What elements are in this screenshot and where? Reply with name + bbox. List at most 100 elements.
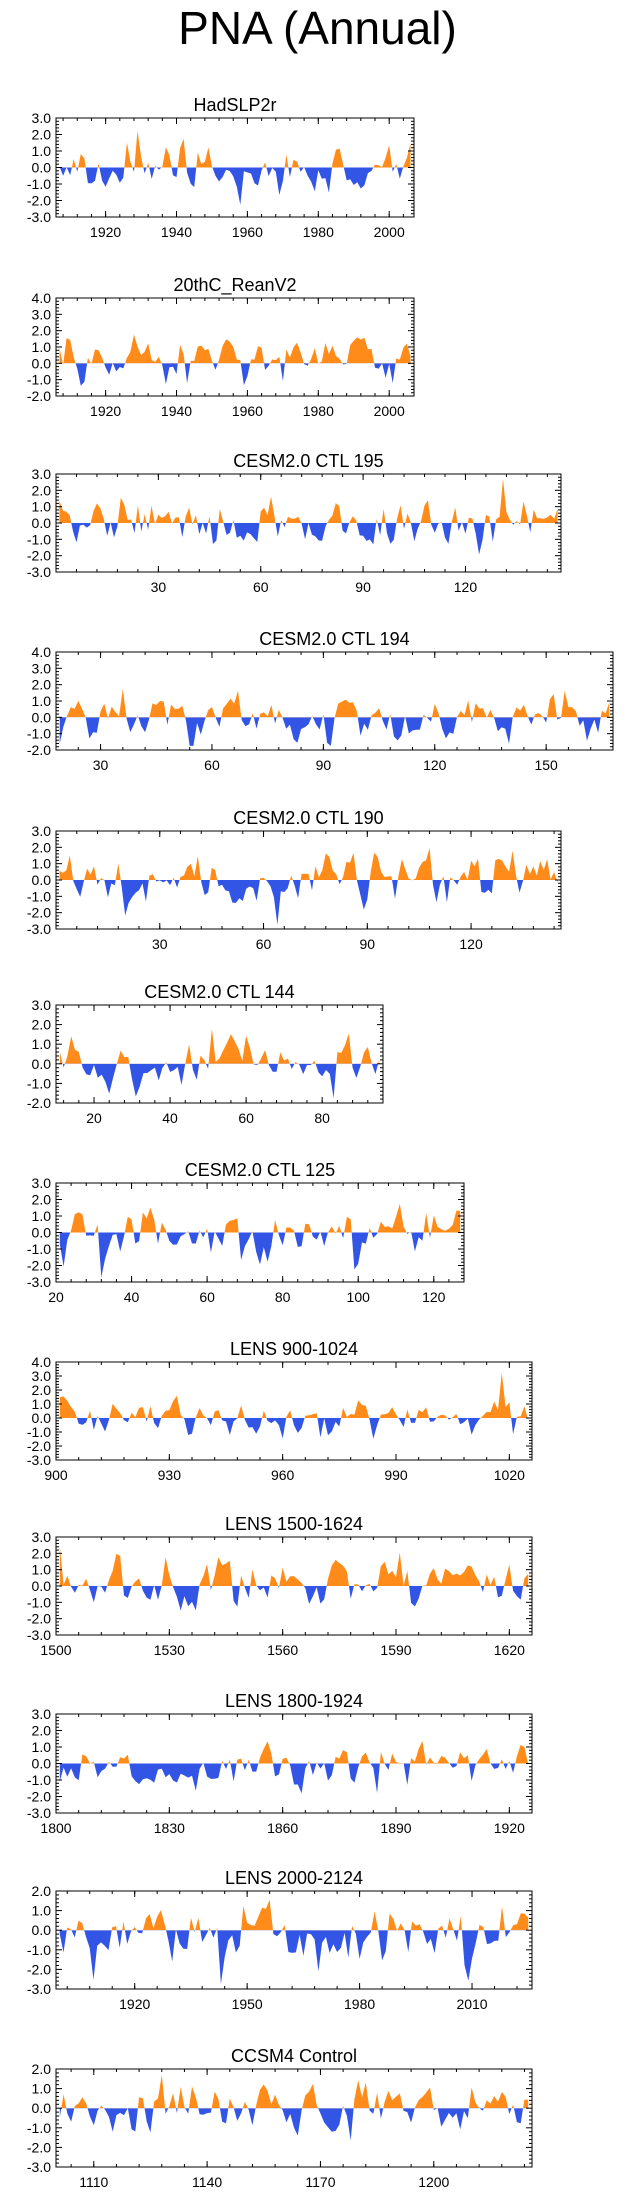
chart-panel-4: CESM2.0 CTL 194 -2.0-1.00.01.02.03.04.0 30… [27, 629, 614, 773]
x-tick-label: 90 [316, 757, 332, 773]
chart-panel-9: LENS 1500-1624 -3.0-2.0-1.00.01.02.03.0 15… [27, 1514, 533, 1658]
y-tick-label: 0.0 [32, 1578, 52, 1594]
x-tick-label: 2010 [456, 1996, 487, 2012]
x-tick-label: 20 [86, 1110, 102, 1126]
y-tick-label: 1.0 [32, 1562, 52, 1578]
y-tick-label: 1.0 [32, 1036, 52, 1052]
y-tick-label: 0.0 [32, 1756, 52, 1772]
x-tick-label: 60 [253, 579, 269, 595]
x-tick-label: 20 [48, 1289, 64, 1305]
x-tick-label: 1170 [305, 2174, 335, 2190]
x-tick-label: 120 [423, 757, 447, 773]
y-tick-label: -1.0 [27, 372, 51, 388]
positive-area [59, 478, 558, 523]
positive-area [59, 848, 558, 880]
y-tick-label: -2.0 [27, 1258, 51, 1274]
plot-frame [55, 1361, 533, 1461]
y-tick-label: -3.0 [27, 2159, 51, 2175]
x-tick-label: 100 [347, 1289, 371, 1305]
x-tick-label: 120 [422, 1289, 446, 1305]
y-tick-label: 0.0 [32, 160, 52, 176]
chart-title: HadSLP2r [193, 95, 276, 115]
y-tick-label: 0.0 [32, 872, 52, 888]
x-tick-label: 1950 [232, 1996, 263, 2012]
y-tick-label: 3.0 [32, 997, 52, 1013]
chart-title: CCSM4 Control [231, 2046, 357, 2066]
y-tick-label: -1.0 [27, 1594, 51, 1610]
chart-title: CESM2.0 CTL 195 [233, 451, 383, 471]
x-tick-label: 30 [93, 757, 109, 773]
x-tick-label: 80 [275, 1289, 291, 1305]
y-tick-label: -1.0 [27, 726, 51, 742]
plot-frame [55, 2068, 533, 2168]
y-tick-label: -1.0 [27, 1424, 51, 1440]
chart-panel-12: CCSM4 Control -3.0 -2.0 -1.0 0.0 1.0 2.0 1110 11… [27, 2046, 533, 2190]
y-tick-label: -3.0 [27, 209, 51, 225]
negative-area [59, 1763, 529, 1794]
y-tick-label: 3.0 [32, 1529, 52, 1545]
negative-area [59, 1930, 529, 1985]
y-tick-label: 2.0 [32, 1723, 52, 1739]
x-tick-label: 1590 [380, 1642, 411, 1658]
positive-area [59, 1545, 529, 1586]
plot-frame [55, 651, 614, 751]
y-tick-label: 3.0 [32, 110, 52, 126]
positive-area [59, 1741, 529, 1764]
chart-title: LENS 900-1024 [230, 1339, 358, 1359]
y-tick-label: 0.0 [32, 1056, 52, 1072]
y-tick-label: 2.0 [32, 1192, 52, 1208]
plot-frame [55, 1004, 384, 1104]
negative-area [59, 1586, 529, 1611]
plot-frame [55, 1890, 533, 1990]
x-tick-label: 90 [360, 936, 376, 952]
y-tick-label: -1.0 [27, 2120, 51, 2136]
y-tick-label: 2.0 [32, 323, 52, 339]
page-title: PNA (Annual) [178, 2, 457, 54]
negative-area [59, 1232, 461, 1278]
chart-title: LENS 1500-1624 [225, 1514, 363, 1534]
positive-area [59, 2074, 529, 2109]
y-tick-label: 4.0 [32, 1354, 52, 1370]
y-tick-label: -2.0 [27, 2139, 51, 2155]
x-tick-label: 1800 [40, 1820, 71, 1836]
chart-panel-11: LENS 2000-2124 -3.0 -2.0 -1.0 0.0 1.0 2.0 1920 1… [27, 1868, 533, 2012]
y-tick-label: 1.0 [32, 856, 52, 872]
y-tick-label: 2.0 [32, 1382, 52, 1398]
y-tick-label: 3.0 [32, 1706, 52, 1722]
x-tick-label: 1980 [303, 224, 334, 240]
y-tick-label: -1.0 [27, 1772, 51, 1788]
y-tick-label: 1.0 [32, 339, 52, 355]
y-tick-label: -1.0 [27, 1241, 51, 1257]
y-tick-label: -3.0 [27, 1981, 51, 1997]
x-tick-label: 1980 [303, 403, 334, 419]
chart-panel-10: LENS 1800-1924 -3.0-2.0-1.00.01.02.03.0 18… [27, 1691, 533, 1836]
y-tick-label: 3.0 [32, 823, 52, 839]
y-tick-label: -2.0 [27, 1438, 51, 1454]
x-tick-label: 80 [314, 1110, 330, 1126]
y-tick-label: -3.0 [27, 1805, 51, 1821]
y-tick-label: 1.0 [32, 143, 52, 159]
x-tick-label: 2000 [374, 403, 405, 419]
y-tick-label: -3.0 [27, 921, 51, 937]
x-tick-label: 1920 [90, 224, 121, 240]
y-tick-label: -1.0 [27, 1942, 51, 1958]
y-tick-label: 2.0 [32, 839, 52, 855]
x-tick-label: 1200 [418, 2174, 449, 2190]
x-tick-label: 40 [124, 1289, 140, 1305]
y-tick-label: 0.0 [32, 515, 52, 531]
negative-area [59, 1418, 529, 1439]
y-tick-label: 0.0 [32, 355, 52, 371]
chart-panel-6: CESM2.0 CTL 144 -2.0 -1.0 0.0 1.0 2.0 3.0 20 40 6… [27, 982, 384, 1126]
x-tick-label: 960 [271, 1467, 295, 1483]
negative-area [62, 1063, 379, 1099]
x-tick-label: 90 [355, 579, 371, 595]
positive-area [59, 1028, 380, 1064]
x-tick-label: 1620 [494, 1642, 525, 1658]
y-tick-label: -2.0 [27, 1095, 51, 1111]
x-tick-label: 60 [204, 757, 220, 773]
chart-title: CESM2.0 CTL 194 [259, 629, 409, 649]
chart-panel-2: 20thC_ReanV2 -2.0-1.00.01.02.03.04.0 1920 1… [27, 275, 415, 419]
positive-area [59, 1372, 529, 1418]
y-tick-label: -1.0 [27, 531, 51, 547]
